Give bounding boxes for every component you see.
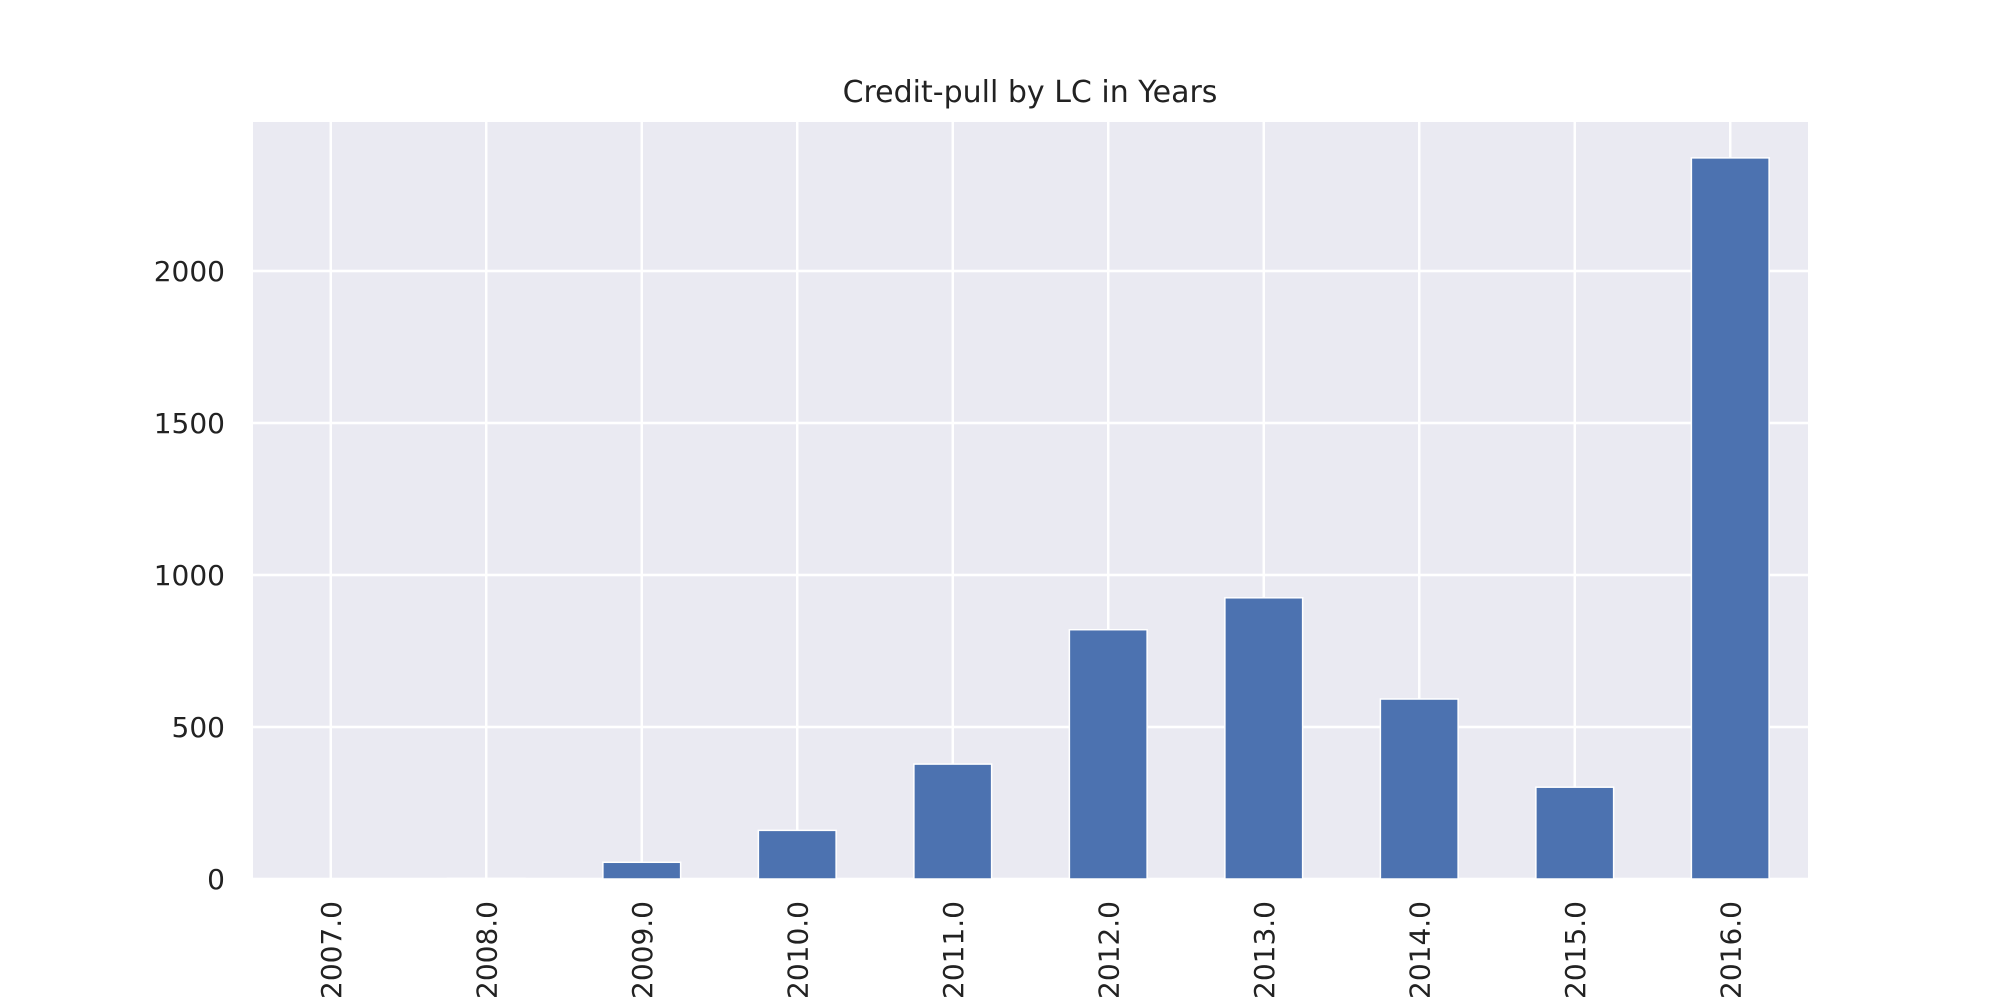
x-tick-label: 2015.0 [1559, 901, 1592, 999]
x-axis-ticks: 2007.0 2008.0 2009.0 2010.0 2011.0 2012.0 2013… [315, 901, 1748, 999]
bar [1224, 597, 1304, 880]
plot-area [253, 122, 1808, 879]
bar [913, 763, 993, 880]
x-tick-label: 2008.0 [470, 901, 503, 999]
y-tick-label: 1500 [154, 407, 225, 440]
y-tick-label: 500 [172, 711, 225, 744]
y-axis-ticks: 0 500 1000 1500 2000 [154, 255, 225, 896]
bar [757, 829, 837, 880]
x-tick-label: 2012.0 [1092, 901, 1125, 999]
x-tick-label: 2007.0 [315, 901, 348, 999]
chart-title: Credit-pull by LC in Years [843, 75, 1218, 110]
y-tick-label: 0 [207, 863, 225, 896]
y-tick-label: 1000 [154, 559, 225, 592]
bar [1535, 786, 1615, 880]
bar [446, 877, 526, 880]
x-tick-label: 2010.0 [781, 901, 814, 999]
bar [1068, 628, 1148, 880]
bar [1379, 698, 1459, 880]
x-tick-label: 2016.0 [1714, 901, 1747, 999]
y-tick-label: 2000 [154, 255, 225, 288]
bar [1690, 157, 1770, 880]
x-tick-label: 2013.0 [1248, 901, 1281, 999]
x-tick-label: 2014.0 [1403, 901, 1436, 999]
bars [291, 157, 1770, 880]
x-tick-label: 2011.0 [937, 901, 970, 999]
x-tick-label: 2009.0 [626, 901, 659, 999]
bar [602, 861, 682, 880]
